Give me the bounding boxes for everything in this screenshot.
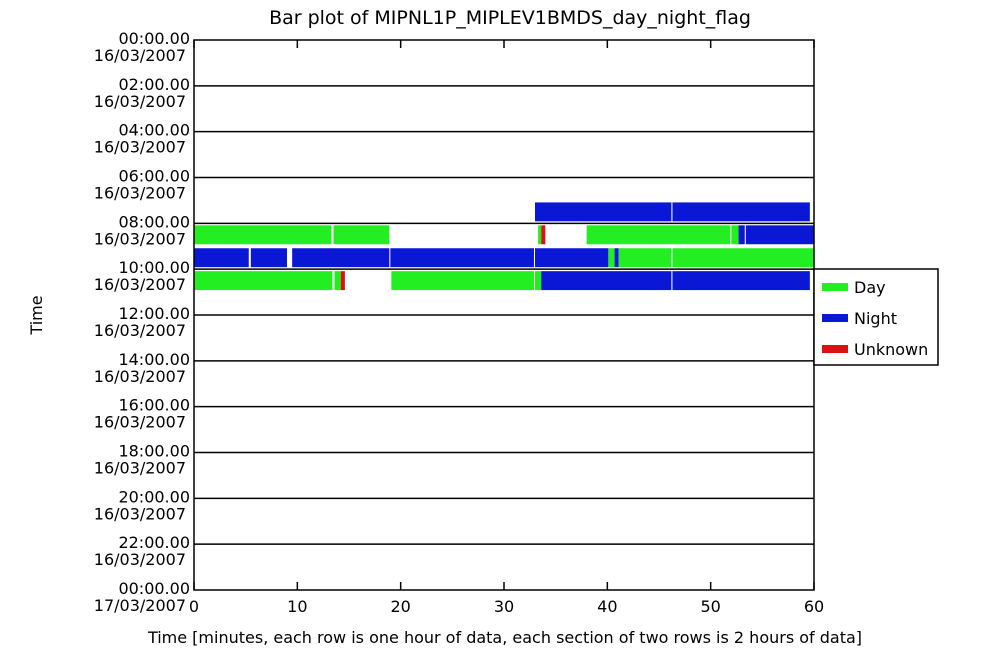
x-tick-label: 10: [287, 597, 307, 616]
x-axis-label: Time [minutes, each row is one hour of d…: [147, 628, 862, 647]
y-tick-time: 08:00.00: [118, 212, 190, 231]
y-tick-date: 16/03/2007: [94, 550, 186, 569]
y-tick-date: 16/03/2007: [94, 275, 186, 294]
bar-segment-night: [614, 248, 619, 268]
bar-segment-day: [618, 248, 672, 268]
x-tick-label: 40: [597, 597, 617, 616]
y-tick-date: 16/03/2007: [94, 367, 186, 386]
bar-segment-night: [194, 248, 249, 268]
bar-segment-day: [608, 248, 615, 268]
gridlines: [194, 85, 814, 545]
bar-segment-night: [535, 202, 672, 222]
bar-segment-day: [194, 271, 333, 291]
y-tick-time: 14:00.00: [118, 350, 190, 369]
bar-segment-day: [538, 225, 542, 245]
bar-segment-night: [390, 248, 534, 268]
y-tick-date: 16/03/2007: [94, 504, 186, 523]
bars: [194, 202, 814, 291]
bar-segment-day: [333, 225, 390, 245]
y-tick-date: 16/03/2007: [94, 229, 186, 248]
y-tick-date: 16/03/2007: [94, 138, 186, 157]
bar-segment-night: [250, 248, 287, 268]
bar-segment-day: [391, 271, 534, 291]
x-tick-label: 20: [390, 597, 410, 616]
bar-segment-night: [541, 271, 672, 291]
y-tick-time: 00:00.00: [118, 29, 190, 48]
y-tick-time: 22:00.00: [118, 533, 190, 552]
bar-segment-night: [745, 225, 814, 245]
legend-swatch-unknown: [822, 345, 848, 353]
bar-segment-day: [194, 225, 332, 245]
bar-segment-night: [672, 271, 810, 291]
y-tick-time: 06:00.00: [118, 167, 190, 186]
bar-segment-day: [731, 225, 739, 245]
bar-segment-night: [738, 225, 745, 245]
bar-segment-day: [586, 225, 731, 245]
bar-segment-night: [292, 248, 390, 268]
chart-title: Bar plot of MIPNL1P_MIPLEV1BMDS_day_nigh…: [269, 7, 751, 29]
x-tick-label: 30: [494, 597, 514, 616]
y-tick-date: 16/03/2007: [94, 46, 186, 65]
legend-label-night: Night: [854, 309, 897, 328]
bar-segment-night: [535, 248, 609, 268]
y-tick-time: 04:00.00: [118, 121, 190, 140]
y-tick-date: 17/03/2007: [94, 596, 186, 615]
bar-segment-day: [334, 271, 341, 291]
bar-segment-unknown: [541, 225, 546, 245]
bar-segment-night: [672, 202, 810, 222]
legend: Day Night Unknown: [813, 268, 939, 366]
y-tick-time: 16:00.00: [118, 396, 190, 415]
y-tick-date: 16/03/2007: [94, 459, 186, 478]
y-tick-time: 12:00.00: [118, 304, 190, 323]
legend-label-day: Day: [854, 278, 886, 297]
y-tick-time: 00:00.00: [118, 579, 190, 598]
bar-segment-unknown: [340, 271, 345, 291]
y-tick-date: 16/03/2007: [94, 184, 186, 203]
bar-segment-day: [535, 271, 542, 291]
y-axis-label: Time: [27, 295, 46, 335]
x-tick-labels: 0 10 20 30 40 50 60: [189, 40, 824, 616]
y-tick-time: 02:00.00: [118, 75, 190, 94]
x-tick-label: 60: [804, 597, 824, 616]
legend-swatch-day: [822, 283, 848, 291]
legend-label-unknown: Unknown: [854, 340, 928, 359]
y-tick-time: 18:00.00: [118, 442, 190, 461]
y-tick-time: 20:00.00: [118, 487, 190, 506]
bar-segment-day: [672, 248, 814, 268]
y-tick-date: 16/03/2007: [94, 92, 186, 111]
y-tick-labels: 00:00.0016/03/200702:00.0016/03/200704:0…: [94, 29, 190, 615]
y-tick-time: 10:00.00: [118, 258, 190, 277]
legend-swatch-night: [822, 314, 848, 322]
x-tick-label: 50: [700, 597, 720, 616]
x-tick-label: 0: [189, 597, 199, 616]
y-tick-date: 16/03/2007: [94, 321, 186, 340]
y-tick-date: 16/03/2007: [94, 413, 186, 432]
